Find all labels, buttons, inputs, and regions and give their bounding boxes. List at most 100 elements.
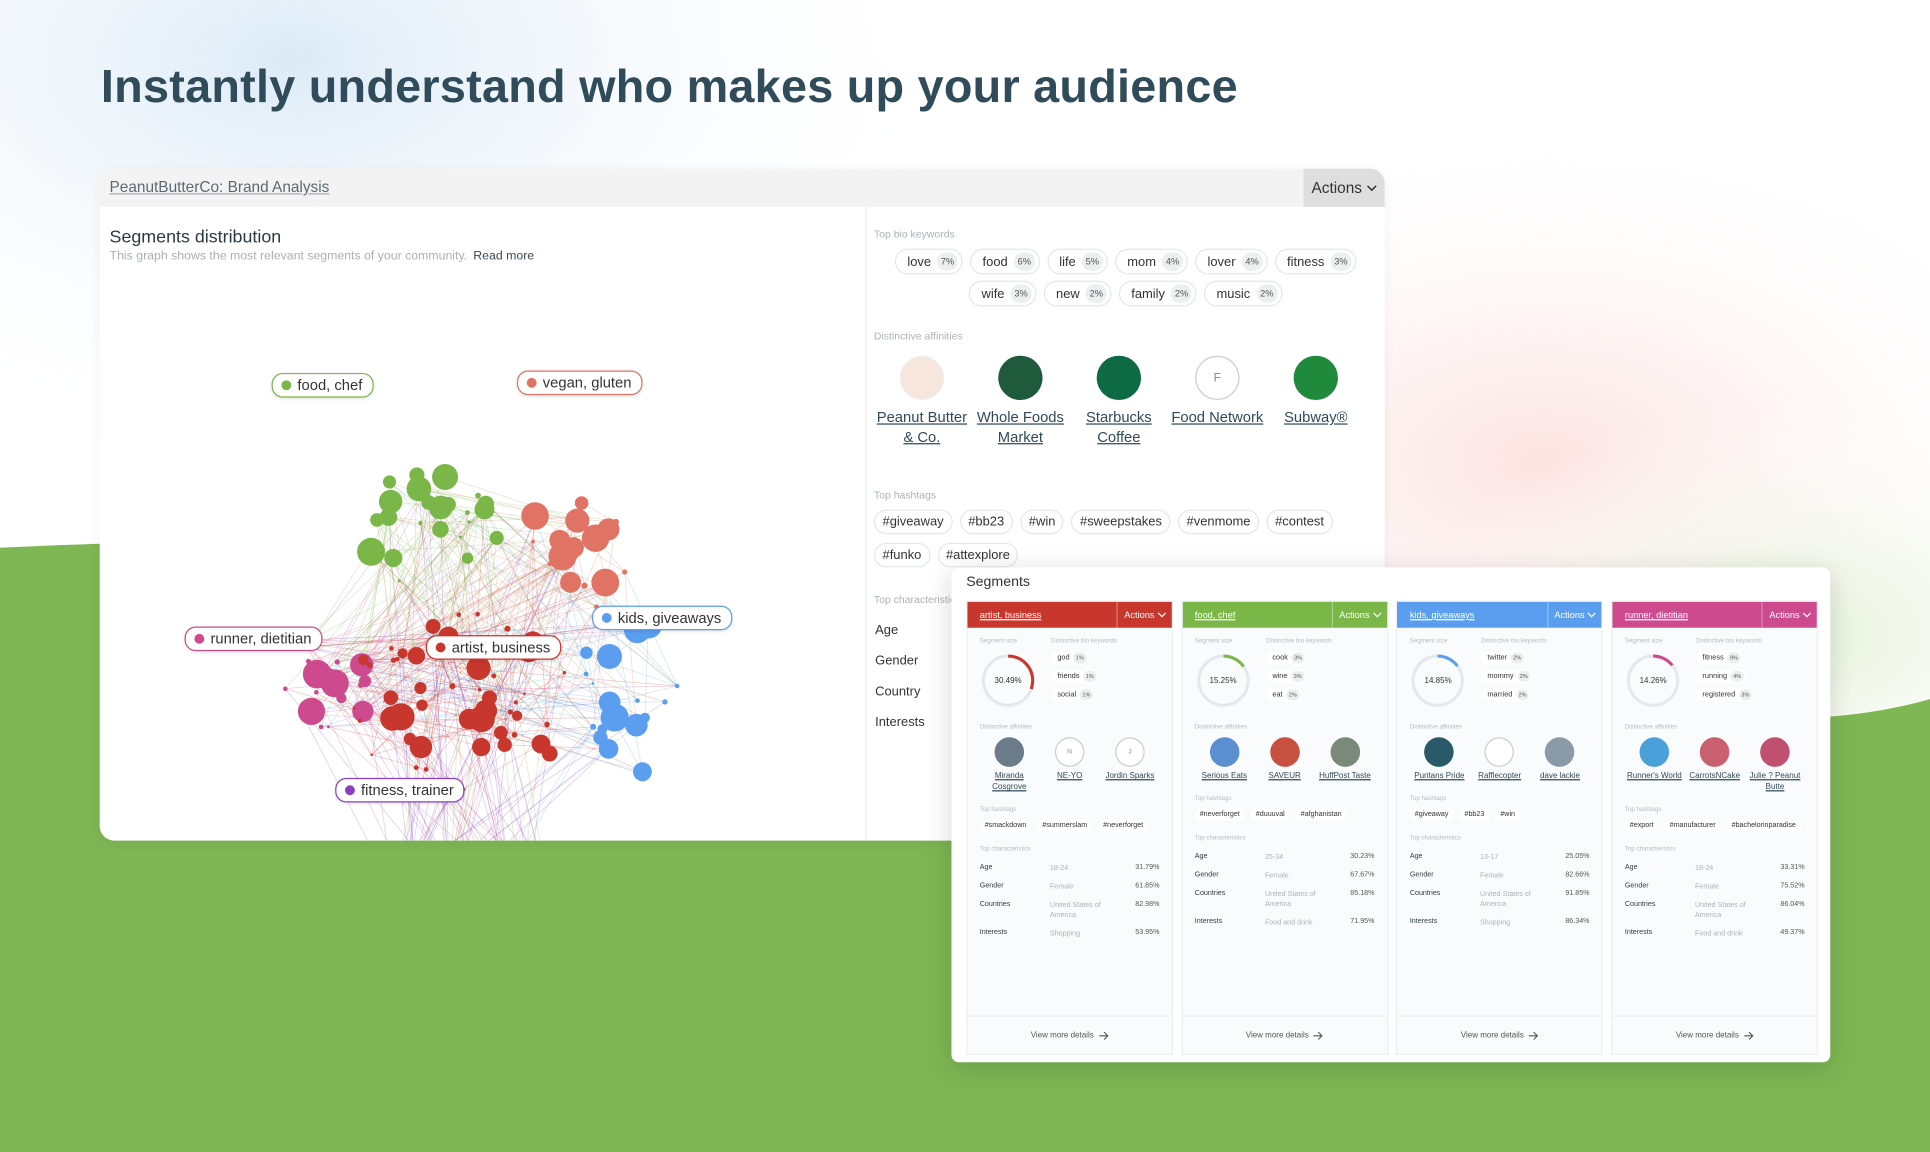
affinity-name: HuffPost Taste: [1319, 771, 1371, 781]
characteristic-pct: 33.31%: [1780, 864, 1805, 872]
actions-button[interactable]: Actions: [1303, 168, 1385, 207]
affinity[interactable]: Miranda Cosgrove: [980, 737, 1039, 792]
keyword-pill: music 2%: [1204, 280, 1283, 307]
affinity[interactable]: Peanut Butter & Co.: [875, 355, 969, 447]
view-more[interactable]: View more details: [1612, 1015, 1817, 1053]
graph-edge: [516, 672, 565, 717]
keywords-block: Distinctive bio keywords fitness 9% running…: [1696, 638, 1762, 709]
card-name[interactable]: artist, business: [979, 609, 1042, 621]
hashtag[interactable]: #afghanistan: [1295, 808, 1347, 821]
hashtag[interactable]: #contest: [1266, 509, 1333, 535]
graph-edge: [440, 649, 515, 736]
card-affinities: Miranda Cosgrove N NE-YO J Jordin Sparks: [980, 737, 1160, 792]
affinity-icon: [994, 737, 1025, 767]
hashtag[interactable]: #venmome: [1177, 509, 1260, 535]
view-more[interactable]: View more details: [1397, 1015, 1602, 1053]
graph-node: [598, 739, 619, 759]
card-name[interactable]: food, chef: [1194, 609, 1236, 621]
affinity[interactable]: F Food Network: [1171, 355, 1265, 427]
hashtag[interactable]: #attexplore: [937, 542, 1019, 568]
hashtag[interactable]: #giveaway: [1409, 808, 1454, 821]
affinity[interactable]: Rafflecopter: [1470, 737, 1529, 781]
small-title: Distinctive bio keywords: [1696, 637, 1762, 645]
affinity[interactable]: Julie ? Peanut Butte: [1745, 737, 1804, 792]
graph-edge: [484, 509, 563, 557]
graph-edge: [416, 655, 609, 750]
segments-overlay: Segments artist, business Actions Segment …: [951, 567, 1831, 1063]
graph-node: [583, 671, 589, 677]
affinity[interactable]: Subway®: [1269, 355, 1363, 427]
hashtag[interactable]: #export: [1624, 819, 1659, 833]
affinity[interactable]: Puritans Pride: [1410, 737, 1469, 781]
keyword: music: [1216, 286, 1251, 301]
read-more-link[interactable]: Read more: [473, 249, 535, 264]
graph-node: [565, 508, 590, 533]
graph-node: [489, 530, 504, 545]
keyword-pct: 1%: [1073, 652, 1087, 664]
card-affinities: Runner's World CarrotsNCake Julie ? Peanut…: [1625, 737, 1805, 792]
graph-edge: [488, 748, 609, 841]
affinity[interactable]: Serious Eats: [1195, 737, 1254, 781]
sidebar-title: Top hashtags: [873, 488, 937, 501]
affinity[interactable]: Whole Foods Market: [974, 355, 1068, 447]
characteristic-pct: 75.52%: [1780, 882, 1805, 890]
keyword: food: [982, 254, 1008, 269]
segment-dot: [281, 380, 292, 391]
graph-edge: [328, 511, 481, 728]
card-actions[interactable]: Actions: [1331, 601, 1382, 628]
view-more[interactable]: View more details: [967, 1015, 1172, 1053]
hashtag[interactable]: #giveaway: [873, 509, 953, 535]
hashtag[interactable]: #smackdown: [979, 819, 1032, 833]
affinity[interactable]: Runner's World: [1625, 737, 1684, 792]
keyword-pill: twitter 2%: [1481, 651, 1527, 665]
affinity[interactable]: N NE-YO: [1040, 737, 1099, 792]
segment-label: vegan, gluten: [516, 370, 643, 396]
view-more[interactable]: View more details: [1182, 1015, 1387, 1053]
card-actions[interactable]: Actions: [1761, 601, 1812, 628]
chevron-path: [1587, 612, 1597, 618]
affinity[interactable]: Starbucks Coffee: [1072, 355, 1166, 447]
graph-edge: [396, 658, 519, 841]
hashtag[interactable]: #duuuval: [1250, 808, 1290, 821]
hashtag[interactable]: #funko: [873, 542, 930, 568]
graph-edge: [376, 519, 480, 691]
card-actions[interactable]: Actions: [1116, 601, 1167, 628]
graph-edge: [376, 519, 637, 726]
card-characteristics: Age 13-17 25.05% Gender Female 82.66% Countrie…: [1410, 853, 1590, 928]
affinity[interactable]: HuffPost Taste: [1315, 737, 1374, 781]
graph-node: [493, 725, 508, 740]
graph-edge: [432, 537, 498, 627]
keyword-pill: married 2%: [1481, 688, 1532, 702]
hashtag[interactable]: #bb23: [1459, 808, 1490, 821]
affinity[interactable]: CarrotsNCake: [1685, 737, 1744, 792]
hashtag[interactable]: #summerslam: [1037, 819, 1093, 833]
affinity-icon: J: [1115, 737, 1145, 767]
hashtag[interactable]: #win: [1020, 509, 1065, 535]
card-actions[interactable]: Actions: [1546, 601, 1597, 628]
affinity[interactable]: SAVEUR: [1255, 737, 1314, 781]
hashtag[interactable]: #neverforget: [1194, 808, 1245, 821]
graph-node: [469, 713, 487, 731]
ring-arc: [1627, 654, 1680, 707]
affinity-icon: [1096, 355, 1142, 401]
characteristic-value: United States of America: [1264, 891, 1316, 909]
graph-node: [366, 662, 373, 668]
affinity-name: SAVEUR: [1268, 771, 1301, 781]
affinity[interactable]: J Jordin Sparks: [1100, 737, 1159, 792]
breadcrumb[interactable]: PeanutButterCo: Brand Analysis: [109, 178, 330, 196]
hashtag[interactable]: #win: [1495, 808, 1520, 821]
hashtag[interactable]: #bachelorinparadise: [1726, 819, 1801, 833]
graph-node: [581, 582, 588, 589]
size-block: Segment size 30.49%: [980, 638, 1042, 709]
hashtag[interactable]: #neverforget: [1098, 819, 1149, 833]
hashtag[interactable]: #manufacturer: [1664, 819, 1721, 833]
hashtag[interactable]: #sweepstakes: [1071, 509, 1171, 535]
card-name[interactable]: kids, giveaways: [1409, 609, 1475, 621]
affinity[interactable]: dave lackie: [1530, 737, 1589, 781]
hashtag[interactable]: #bb23: [959, 509, 1013, 535]
characteristic-label: Age: [979, 864, 993, 872]
card-name[interactable]: runner, dietitian: [1624, 609, 1689, 621]
characteristic-label: Gender: [1624, 882, 1649, 890]
keyword-pct: 9%: [1727, 652, 1741, 664]
